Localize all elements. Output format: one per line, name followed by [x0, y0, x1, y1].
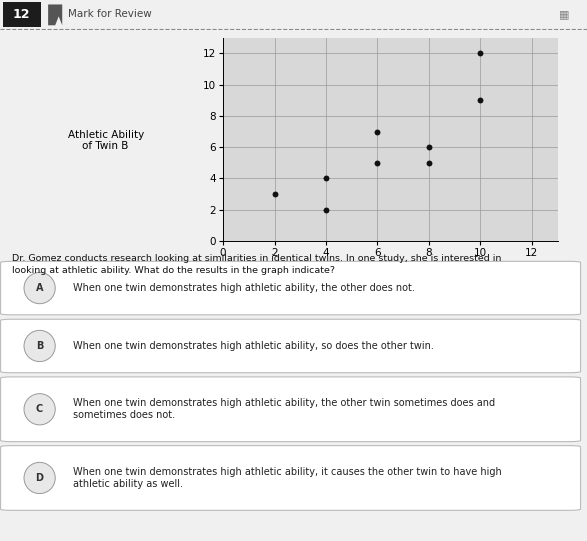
Text: Mark for Review: Mark for Review [68, 9, 151, 19]
Text: A: A [36, 283, 43, 293]
FancyBboxPatch shape [1, 377, 581, 441]
Point [321, 174, 330, 183]
Ellipse shape [24, 331, 55, 361]
Text: When one twin demonstrates high athletic ability, the other twin sometimes does : When one twin demonstrates high athletic… [73, 398, 495, 420]
Text: ▦: ▦ [559, 9, 569, 19]
Ellipse shape [24, 463, 55, 493]
FancyBboxPatch shape [1, 446, 581, 510]
Point [475, 96, 485, 104]
FancyBboxPatch shape [3, 2, 41, 28]
Point [373, 127, 382, 136]
Point [321, 205, 330, 214]
Text: 12: 12 [13, 8, 31, 21]
X-axis label: Athletic Ability of Twin A: Athletic Ability of Twin A [328, 262, 453, 272]
Text: B: B [36, 341, 43, 351]
Ellipse shape [24, 273, 55, 304]
Polygon shape [48, 4, 62, 25]
FancyBboxPatch shape [1, 319, 581, 373]
Text: C: C [36, 404, 43, 414]
Point [424, 159, 434, 167]
Text: D: D [36, 473, 43, 483]
FancyBboxPatch shape [1, 261, 581, 315]
Text: Athletic Ability
of Twin B: Athletic Ability of Twin B [68, 130, 144, 151]
Point [270, 189, 279, 198]
Text: When one twin demonstrates high athletic ability, so does the other twin.: When one twin demonstrates high athletic… [73, 341, 434, 351]
Ellipse shape [24, 394, 55, 425]
Point [373, 159, 382, 167]
Text: When one twin demonstrates high athletic ability, it causes the other twin to ha: When one twin demonstrates high athletic… [73, 467, 502, 489]
Text: Dr. Gomez conducts research looking at similarities in identical twins. In one s: Dr. Gomez conducts research looking at s… [12, 254, 501, 275]
Point [424, 143, 434, 151]
Point [475, 49, 485, 58]
Text: When one twin demonstrates high athletic ability, the other does not.: When one twin demonstrates high athletic… [73, 283, 415, 293]
